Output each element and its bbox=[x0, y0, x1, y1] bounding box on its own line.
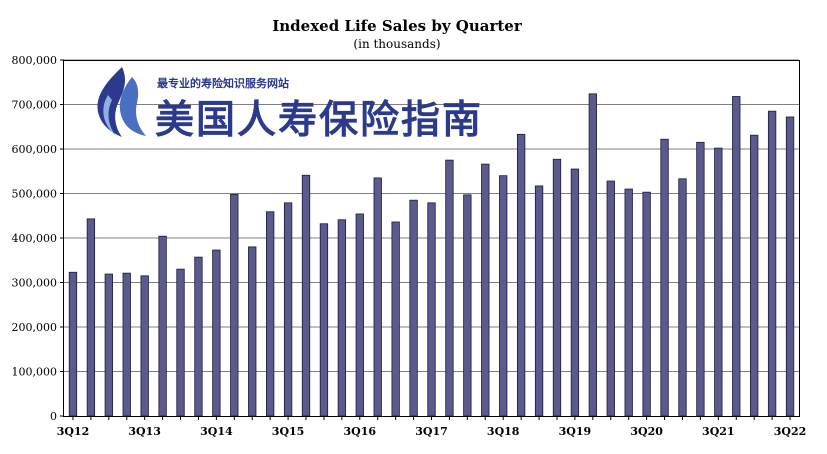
bar-3Q18 bbox=[499, 175, 508, 417]
x-tick-label: 3Q19 bbox=[559, 425, 592, 438]
bar-3Q22 bbox=[785, 116, 795, 417]
bar-4Q14 bbox=[230, 193, 239, 417]
x-tick-label: 3Q15 bbox=[272, 425, 305, 438]
y-tick-label: 0 bbox=[50, 410, 57, 423]
bar-3Q19 bbox=[570, 168, 580, 417]
x-tick-label: 3Q17 bbox=[415, 425, 448, 438]
y-tick-label: 600,000 bbox=[12, 143, 58, 156]
x-axis-ticks: 3Q12 3Q13 3Q14 3Q15 3Q16 3Q17 3Q18 3Q19 3Q20 3Q21… bbox=[57, 416, 807, 438]
bar-1Q13 bbox=[104, 273, 113, 417]
bar-3Q14 bbox=[212, 249, 221, 417]
y-tick-label: 800,000 bbox=[12, 54, 58, 67]
bar-4Q15 bbox=[301, 174, 311, 417]
bar-1Q20 bbox=[606, 180, 615, 417]
chart-subtitle: (in thousands) bbox=[353, 37, 440, 51]
chart-title: Indexed Life Sales by Quarter bbox=[272, 17, 523, 35]
watermark-tagline: 最专业的寿险知识服务网站 bbox=[157, 76, 289, 90]
y-tick-label: 200,000 bbox=[12, 321, 58, 334]
bar-3Q21 bbox=[714, 147, 723, 417]
bar-1Q14 bbox=[176, 268, 185, 417]
bar-4Q21 bbox=[732, 96, 741, 417]
x-tick-label: 3Q20 bbox=[630, 425, 663, 438]
bar-3Q12 bbox=[68, 271, 78, 417]
x-tick-label: 3Q12 bbox=[57, 425, 90, 438]
bar-2Q20 bbox=[624, 188, 633, 417]
bar-3Q13 bbox=[140, 275, 149, 417]
bar-2Q15 bbox=[266, 211, 275, 417]
bar-3Q17 bbox=[427, 202, 436, 417]
bar-1Q18 bbox=[463, 194, 472, 417]
y-tick-label: 500,000 bbox=[12, 188, 58, 201]
y-tick-label: 300,000 bbox=[12, 277, 58, 290]
bar-1Q16 bbox=[319, 223, 329, 417]
bar-2Q16 bbox=[337, 219, 347, 417]
bar-2Q14 bbox=[194, 256, 203, 417]
bar-1Q22 bbox=[750, 134, 759, 417]
y-axis-ticks: 0 100,000 200,000 300,000 400,000 500,000 600,… bbox=[12, 54, 64, 423]
bar-1Q17 bbox=[391, 221, 400, 417]
bar-3Q20 bbox=[642, 191, 651, 417]
bar-4Q20 bbox=[660, 138, 669, 417]
bar-4Q18 bbox=[516, 133, 526, 417]
plot-frame bbox=[63, 60, 800, 417]
bar-4Q13 bbox=[158, 235, 167, 417]
bar-2Q22 bbox=[767, 110, 777, 417]
bar-2Q18 bbox=[481, 163, 490, 417]
y-tick-label: 100,000 bbox=[12, 366, 58, 379]
x-tick-label: 3Q22 bbox=[774, 425, 807, 438]
bar-2Q19 bbox=[552, 158, 562, 417]
bar-3Q15 bbox=[283, 202, 293, 417]
watermark: 最专业的寿险知识服务网站 美国人寿保险指南 bbox=[97, 67, 483, 143]
x-tick-label: 3Q16 bbox=[344, 425, 377, 438]
x-tick-label: 3Q14 bbox=[200, 425, 233, 438]
bar-1Q21 bbox=[678, 178, 687, 417]
flame-logo-icon bbox=[97, 67, 146, 137]
y-tick-label: 700,000 bbox=[12, 99, 58, 112]
bar-4Q19 bbox=[588, 93, 597, 417]
bar-2Q17 bbox=[409, 199, 418, 417]
bar-4Q17 bbox=[445, 159, 454, 417]
bar-1Q19 bbox=[534, 185, 544, 417]
bar-4Q12 bbox=[86, 218, 96, 417]
bar-2Q21 bbox=[696, 141, 705, 417]
bar-1Q15 bbox=[248, 246, 257, 417]
x-tick-label: 3Q13 bbox=[128, 425, 161, 438]
bar-2Q13 bbox=[122, 272, 131, 417]
x-tick-label: 3Q18 bbox=[487, 425, 520, 438]
watermark-brand: 美国人寿保险指南 bbox=[155, 98, 483, 143]
x-tick-label: 3Q21 bbox=[702, 425, 735, 438]
bar-3Q16 bbox=[355, 213, 364, 417]
bar-4Q16 bbox=[373, 177, 382, 417]
y-tick-label: 400,000 bbox=[12, 232, 58, 245]
